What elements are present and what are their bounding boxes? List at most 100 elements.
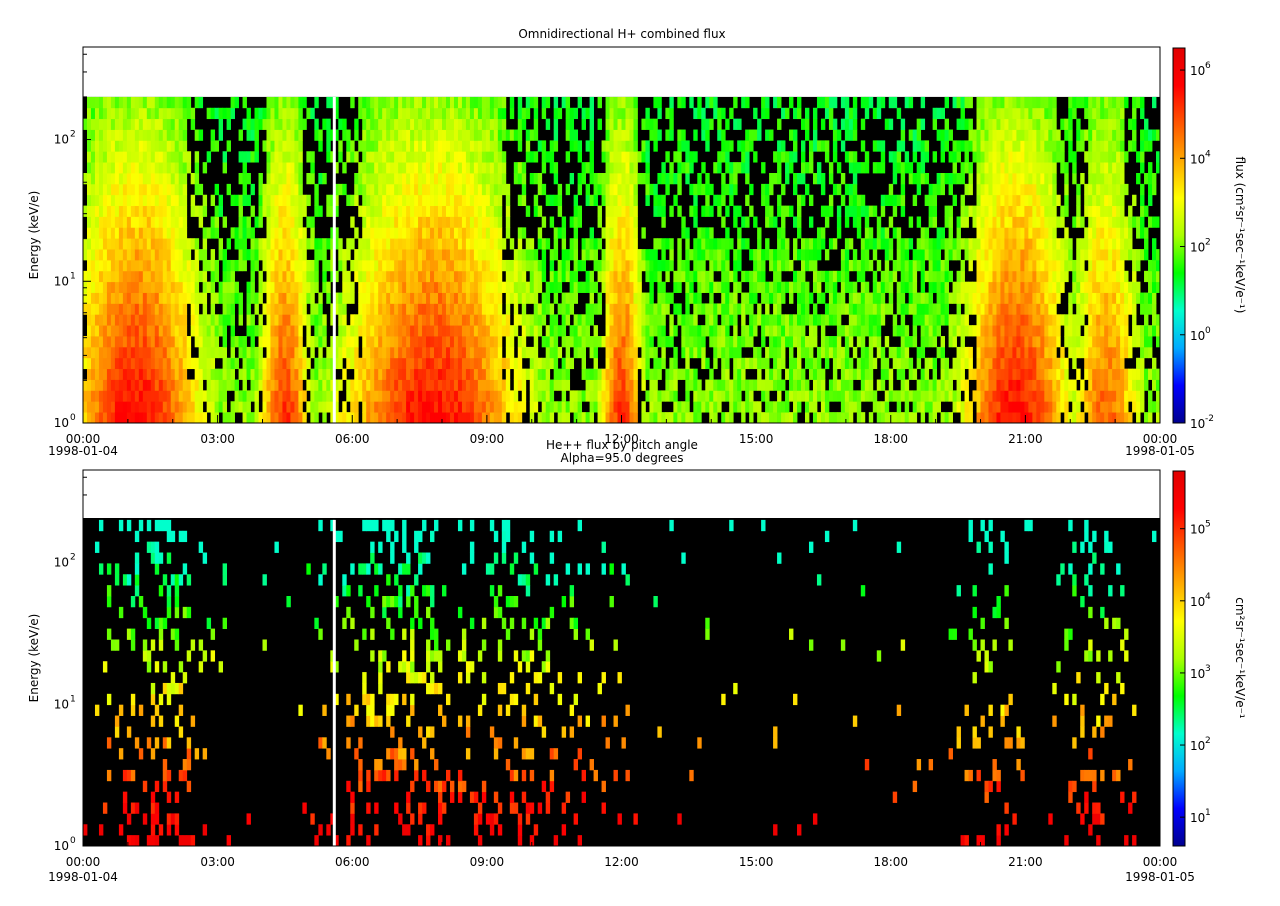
heatmap-cell [469, 249, 475, 261]
heatmap-cell [868, 292, 874, 304]
heatmap-cell [621, 205, 626, 217]
heatmap-cell [505, 303, 511, 315]
heatmap-cell [940, 259, 945, 272]
heatmap-cell [561, 401, 567, 413]
heatmap-cell [868, 96, 874, 109]
heatmap-cell [844, 368, 850, 380]
heatmap-cell [306, 357, 311, 370]
heatmap-cell [270, 270, 275, 283]
heatmap-cell [793, 336, 798, 348]
heatmap-cell [438, 346, 443, 359]
heatmap-cell [438, 183, 443, 196]
heatmap-cell [900, 129, 906, 141]
heatmap-cell [888, 96, 894, 109]
heatmap-cell [521, 194, 527, 207]
heatmap-cell [90, 238, 96, 250]
heatmap-cell [166, 151, 172, 163]
heatmap-cell [649, 314, 654, 326]
heatmap-cell [848, 303, 854, 315]
heatmap-cell [789, 336, 794, 348]
heatmap-cell [278, 357, 283, 370]
heatmap-cell [573, 325, 579, 337]
heatmap-cell [713, 303, 718, 315]
heatmap-cell [398, 270, 403, 283]
heatmap-cell [410, 162, 415, 174]
heatmap-cell [729, 270, 734, 283]
heatmap-cell [533, 173, 539, 185]
heatmap-cell [214, 140, 220, 152]
heatmap-cell [422, 281, 427, 293]
heatmap-cell [178, 346, 184, 359]
heatmap-cell [290, 227, 295, 239]
heatmap-cell [430, 368, 435, 380]
heatmap-cell [545, 325, 551, 337]
heatmap-cell [442, 129, 447, 141]
heatmap-cell [278, 368, 283, 380]
heatmap-cell [501, 390, 507, 402]
heatmap-cell [916, 346, 922, 359]
heatmap-cell [370, 151, 375, 163]
heatmap-cell [733, 303, 738, 315]
heatmap-cell [685, 292, 690, 304]
heatmap-cell [693, 259, 698, 272]
heatmap-cell [158, 325, 164, 337]
heatmap-cell [936, 303, 942, 315]
heatmap-cell [294, 140, 299, 152]
heatmap-cell [310, 281, 315, 293]
heatmap-cell [366, 270, 371, 283]
heatmap-cell [198, 412, 204, 424]
heatmap-cell [497, 281, 503, 293]
heatmap-cell [916, 303, 922, 315]
heatmap-cell [426, 151, 431, 163]
heatmap-cell [138, 151, 144, 163]
heatmap-cell [110, 270, 116, 283]
heatmap-cell [202, 314, 208, 326]
heatmap-cell [549, 194, 555, 207]
heatmap-cell [310, 270, 315, 283]
heatmap-cell [170, 270, 176, 283]
heatmap-cell [569, 249, 575, 261]
heatmap-cell [944, 173, 949, 185]
heatmap-cell [166, 270, 172, 283]
heatmap-cell [146, 227, 152, 239]
heatmap-cell [689, 325, 694, 337]
heatmap-cell [414, 390, 419, 402]
heatmap-cell [936, 325, 942, 337]
heatmap-cell [497, 238, 503, 250]
heatmap-cell [481, 303, 487, 315]
heatmap-cell [485, 173, 491, 185]
heatmap-cell [150, 390, 156, 402]
heatmap-cell [338, 379, 343, 391]
heatmap-cell [820, 118, 826, 130]
heatmap-cell [549, 162, 555, 174]
heatmap-cell [629, 401, 634, 413]
heatmap-cell [86, 390, 92, 402]
heatmap-cell [182, 292, 188, 304]
heatmap-cell [394, 173, 399, 185]
heatmap-cell [102, 368, 108, 380]
heatmap-cell [254, 368, 259, 380]
heatmap-cell [481, 368, 487, 380]
heatmap-cell [561, 292, 567, 304]
heatmap-cell [773, 368, 778, 380]
heatmap-cell [410, 379, 415, 391]
heatmap-cell [442, 379, 447, 391]
heatmap-cell [158, 216, 164, 228]
heatmap-cell [370, 346, 375, 359]
heatmap-cell [206, 314, 212, 326]
heatmap-cell [445, 314, 451, 326]
heatmap-cell [174, 205, 180, 217]
heatmap-cell [358, 292, 363, 304]
heatmap-cell [118, 107, 124, 120]
heatmap-cell [617, 336, 622, 348]
heatmap-cell [473, 281, 479, 293]
heatmap-cell [757, 314, 762, 326]
heatmap-cell [154, 249, 160, 261]
heatmap-cell [920, 259, 926, 272]
heatmap-cell [457, 303, 463, 315]
heatmap-cell [689, 205, 694, 217]
heatmap-cell [438, 162, 443, 174]
heatmap-cell [118, 129, 124, 141]
heatmap-cell [557, 259, 563, 272]
heatmap-cell [342, 325, 347, 337]
